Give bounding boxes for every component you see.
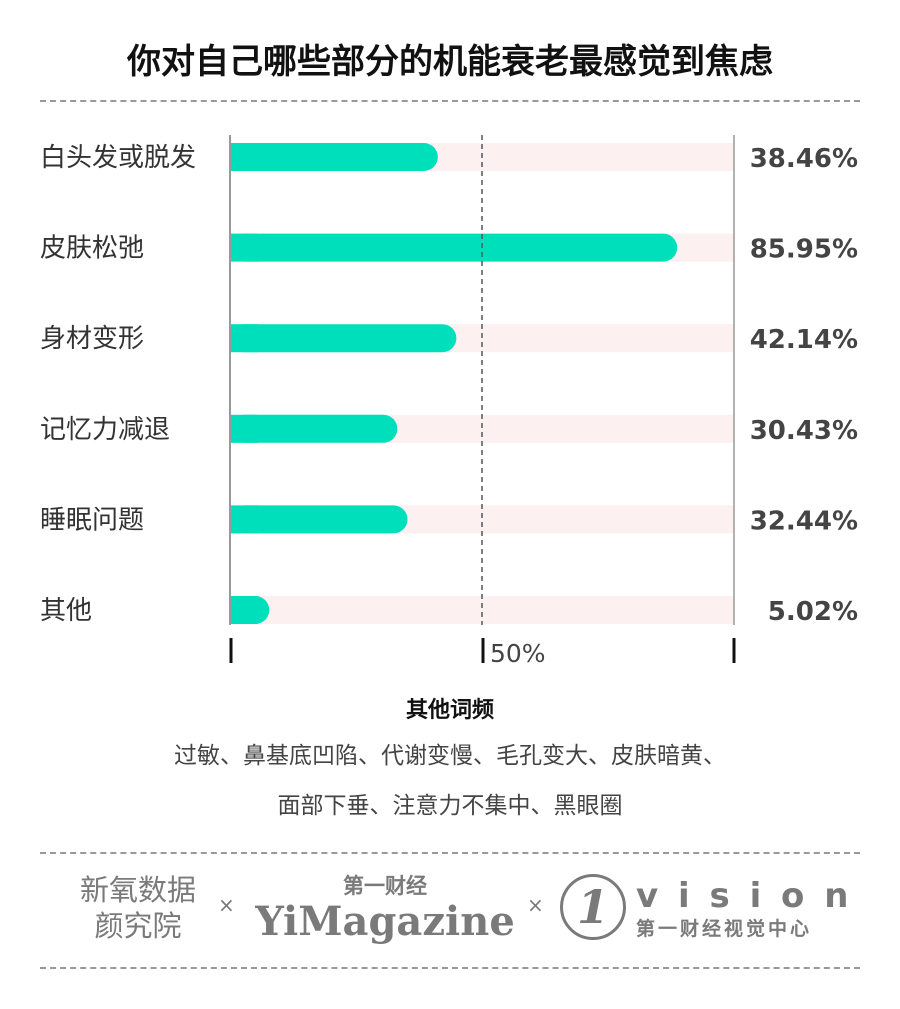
bar-start	[230, 596, 258, 624]
vision-logo-text: v i s i o n	[636, 876, 853, 916]
tick-label: 50%	[490, 639, 546, 668]
yimagazine-logo: 第一财经 YiMagazine	[250, 870, 520, 944]
category-label: 皮肤松弛	[40, 234, 144, 264]
other-words-heading: 其他词频	[405, 698, 494, 723]
separator: ×	[527, 893, 544, 917]
value-label: 5.02%	[768, 597, 858, 627]
vision-mark-icon: 1	[560, 874, 626, 940]
logo-text: 颜究院	[94, 909, 182, 943]
value-label: 42.14%	[750, 325, 858, 355]
bar-track	[230, 596, 734, 624]
value-label: 32.44%	[750, 506, 858, 536]
bar-start	[230, 143, 258, 171]
bar-chart: 白头发或脱发 38.46% 皮肤松弛 85.95% 身材变形 42.14% 记忆力减退 30.…	[40, 135, 858, 668]
vision-logo-sub: 第一财经视觉中心	[636, 918, 813, 940]
category-label: 其他	[40, 596, 92, 626]
logo-text: YiMagazine	[255, 898, 515, 945]
bar	[230, 143, 438, 171]
category-label: 记忆力减退	[40, 415, 170, 445]
bar-start	[230, 505, 258, 534]
page-title: 你对自己哪些部分的机能衰老最感觉到焦虑	[127, 42, 773, 82]
bar-start	[230, 414, 258, 443]
logo-text: 第一财经	[343, 874, 427, 898]
category-label: 身材变形	[40, 324, 144, 354]
divider	[40, 852, 860, 854]
category-label: 白头发或脱发	[40, 143, 196, 173]
other-words-line1: 过敏、鼻基底凹陷、代谢变慢、毛孔变大、皮肤暗黄、	[174, 743, 726, 769]
bar	[230, 414, 398, 443]
category-label: 睡眠问题	[40, 505, 144, 535]
value-label: 30.43%	[750, 416, 858, 446]
value-label: 85.95%	[750, 235, 858, 265]
bar	[230, 505, 408, 534]
other-words-line2: 面部下垂、注意力不集中、黑眼圈	[277, 793, 623, 819]
bar-start	[230, 233, 258, 262]
value-label: 38.46%	[750, 144, 858, 174]
bar	[230, 233, 678, 262]
divider	[40, 100, 860, 102]
logo-text: 新氧数据	[80, 873, 197, 907]
separator: ×	[218, 893, 235, 917]
xinyang-logo: 新氧数据 颜究院	[80, 872, 196, 944]
bar	[230, 324, 457, 353]
divider	[40, 967, 860, 969]
bar-start	[230, 324, 258, 353]
